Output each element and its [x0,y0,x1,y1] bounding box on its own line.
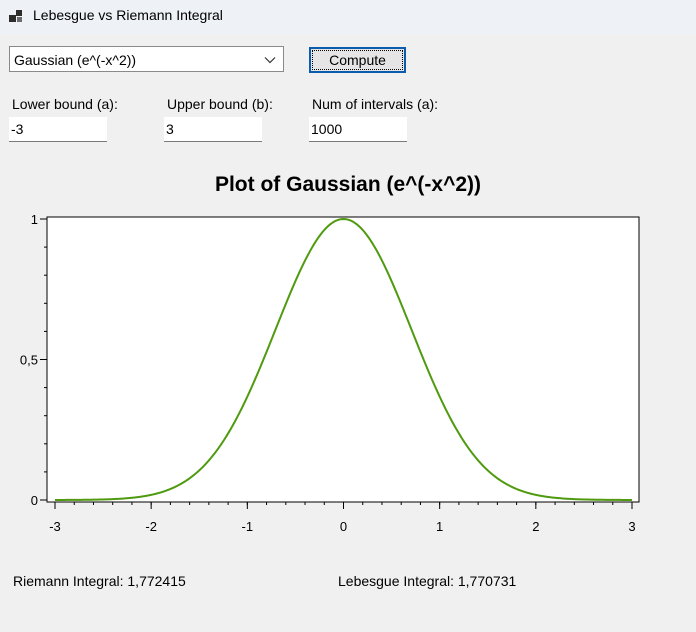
plot-area [46,216,640,503]
x-tick-label: -3 [49,519,61,534]
upper-bound-input[interactable] [164,117,262,142]
chart-title: Plot of Gaussian (e^(-x^2)) [214,173,482,196]
lower-bound-input[interactable] [9,117,107,142]
x-tick-label: 2 [532,519,539,534]
lower-bound-label: Lower bound (a): [12,96,118,112]
x-tick-label: 1 [436,519,443,534]
y-tick-label: 0,5 [20,353,38,368]
window-title: Lebesgue vs Riemann Integral [33,7,223,23]
intervals-input[interactable] [309,117,407,142]
x-tick-label: -2 [145,519,157,534]
title-bar: Lebesgue vs Riemann Integral [0,0,696,34]
intervals-label: Num of intervals (a): [312,96,439,112]
lebesgue-result: Lebesgue Integral: 1,770731 [338,573,517,589]
chevron-down-icon [264,57,276,64]
series-line [54,217,633,501]
x-tick-label: 0 [340,519,347,534]
compute-button[interactable]: Compute [309,47,406,73]
y-tick-label: 0 [31,493,38,508]
x-tick-label: -1 [242,519,254,534]
function-dropdown[interactable]: Gaussian (e^(-x^2)) [9,46,284,72]
gaussian-chart: -3 -2 -1 0 1 2 3 0 0,5 1 [20,212,640,534]
upper-bound-label: Upper bound (b): [167,96,273,112]
x-tick-label: 3 [628,519,635,534]
app-icon [9,10,22,22]
y-tick-label: 1 [31,212,38,227]
riemann-result: Riemann Integral: 1,772415 [13,573,186,589]
function-dropdown-value: Gaussian (e^(-x^2)) [14,52,137,68]
